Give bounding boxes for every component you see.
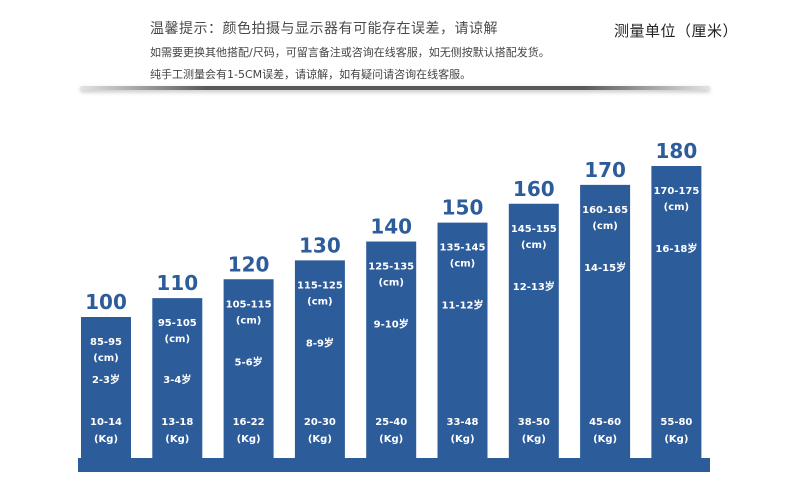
bar-age: 12-13岁 — [513, 280, 555, 293]
bar-180 — [651, 166, 702, 460]
bar-height-label: 120 — [228, 252, 270, 276]
bar-age: 3-4岁 — [163, 373, 191, 386]
bar-weight-range: 16-22 — [233, 417, 265, 428]
bar-cm-unit: (cm) — [521, 240, 547, 251]
bar-cm-range: 95-105 — [158, 318, 197, 329]
bar-weight-unit: (Kg) — [522, 434, 546, 445]
bar-cm-range: 160-165 — [582, 205, 628, 216]
notice-line-2: 如需要更换其他搭配/尺码，可留言备注或咨询在线客服，如无侧按默认搭配发货。 — [150, 46, 550, 59]
bar-weight-range: 38-50 — [518, 417, 550, 428]
bar-weight-range: 55-80 — [660, 417, 692, 428]
bar-age: 9-10岁 — [374, 318, 409, 331]
bar-height-label: 140 — [370, 215, 412, 239]
bar-weight-unit: (Kg) — [237, 434, 261, 445]
bar-cm-unit: (cm) — [307, 296, 333, 307]
bar-cm-unit: (cm) — [93, 353, 119, 364]
bar-cm-range: 105-115 — [226, 299, 272, 310]
bar-140 — [366, 241, 417, 460]
bar-weight-unit: (Kg) — [165, 434, 189, 445]
bar-cm-unit: (cm) — [664, 202, 690, 213]
bar-weight-range: 20-30 — [304, 417, 336, 428]
bar-cm-unit: (cm) — [236, 315, 262, 326]
bar-height-label: 130 — [299, 233, 341, 257]
bar-weight-unit: (Kg) — [308, 434, 332, 445]
bar-weight-range: 33-48 — [447, 417, 479, 428]
bar-cm-range: 170-175 — [653, 186, 699, 197]
divider — [80, 86, 710, 90]
bar-cm-unit: (cm) — [450, 259, 476, 270]
chart-baseline — [78, 458, 710, 472]
bar-150 — [437, 222, 488, 460]
bar-height-label: 180 — [656, 139, 698, 163]
bar-weight-range: 45-60 — [589, 417, 621, 428]
bar-weight-unit: (Kg) — [450, 434, 474, 445]
bar-cm-range: 115-125 — [297, 280, 343, 291]
notice-line-1: 温馨提示：颜色拍摄与显示器有可能存在误差，请谅解 — [150, 21, 498, 37]
bar-cm-unit: (cm) — [378, 278, 404, 289]
bar-height-label: 100 — [85, 290, 127, 314]
bar-170 — [580, 184, 631, 460]
bar-age: 2-3岁 — [92, 373, 120, 386]
bar-cm-range: 145-155 — [511, 224, 557, 235]
bar-weight-unit: (Kg) — [94, 434, 118, 445]
bar-height-label: 110 — [156, 271, 198, 295]
bar-height-label: 150 — [442, 196, 484, 220]
bar-age: 8-9岁 — [306, 336, 334, 349]
bar-130 — [294, 260, 345, 460]
bar-weight-unit: (Kg) — [664, 434, 688, 445]
bar-160 — [508, 203, 559, 460]
bar-height-label: 160 — [513, 177, 555, 201]
bar-weight-range: 25-40 — [375, 417, 407, 428]
bar-weight-range: 10-14 — [90, 417, 122, 428]
notice-block: 温馨提示：颜色拍摄与显示器有可能存在误差，请谅解 如需要更换其他搭配/尺码，可留… — [150, 18, 550, 82]
notice-line-3: 纯手工测量会有1-5CM误差，请谅解，如有疑问请咨询在线客服。 — [150, 68, 472, 81]
bar-weight-range: 13-18 — [161, 417, 193, 428]
bar-age: 11-12岁 — [442, 299, 484, 312]
bar-age: 14-15岁 — [584, 261, 626, 274]
bar-weight-unit: (Kg) — [379, 434, 403, 445]
bar-cm-unit: (cm) — [592, 221, 618, 232]
bar-110 — [152, 298, 203, 460]
bar-cm-range: 125-135 — [368, 262, 414, 273]
bar-weight-unit: (Kg) — [593, 434, 617, 445]
bar-120 — [223, 279, 274, 460]
bar-cm-unit: (cm) — [165, 334, 191, 345]
bar-cm-range: 85-95 — [90, 337, 122, 348]
bar-age: 5-6岁 — [235, 355, 263, 368]
bar-100 — [81, 317, 131, 460]
bar-cm-range: 135-145 — [440, 243, 486, 254]
unit-label: 测量单位（厘米） — [613, 22, 738, 40]
bar-age: 16-18岁 — [655, 242, 697, 255]
bar-height-label: 170 — [584, 158, 626, 182]
